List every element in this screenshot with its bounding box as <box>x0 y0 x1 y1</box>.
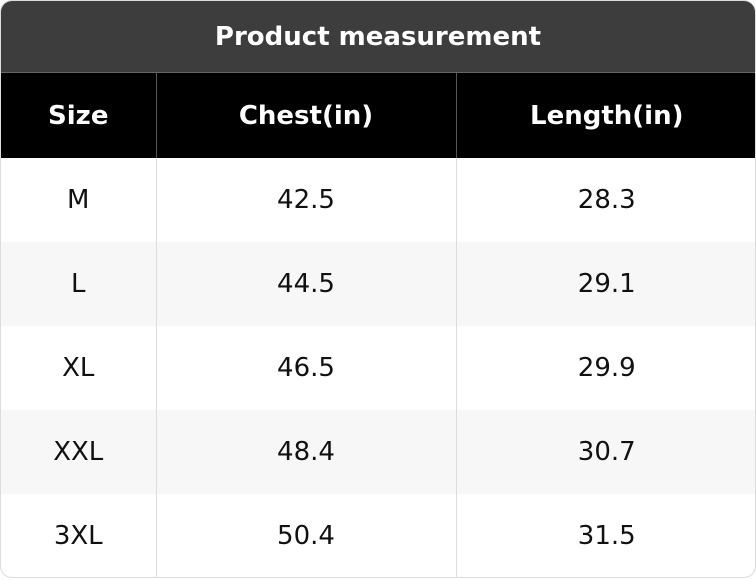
table-title: Product measurement <box>1 1 755 73</box>
table-row: 3XL 50.4 31.5 <box>1 494 755 577</box>
table-cell: 46.5 <box>156 326 457 410</box>
table-cell: L <box>1 242 157 326</box>
table-row: M 42.5 28.3 <box>1 158 755 242</box>
table-cell: XL <box>1 326 157 410</box>
table-cell: 29.1 <box>456 242 755 326</box>
table-cell: XXL <box>1 410 157 494</box>
header-cell: Size <box>1 73 157 158</box>
table-row: L 44.5 29.1 <box>1 242 755 326</box>
table-row: XXL 48.4 30.7 <box>1 410 755 494</box>
header-cell: Length(in) <box>456 73 755 158</box>
table-cell: 3XL <box>1 494 157 577</box>
table-cell: 48.4 <box>156 410 457 494</box>
header-cell: Chest(in) <box>156 73 457 158</box>
table-row: XL 46.5 29.9 <box>1 326 755 410</box>
header-row: Size Chest(in) Length(in) <box>1 73 755 158</box>
table-cell: 30.7 <box>456 410 755 494</box>
table-cell: 44.5 <box>156 242 457 326</box>
table-cell: 50.4 <box>156 494 457 577</box>
table-cell: 31.5 <box>577 521 636 551</box>
table-cell: 42.5 <box>156 158 457 242</box>
table-cell: 28.3 <box>577 185 636 215</box>
table-body: M 42.5 28.3 L 44.5 29.1 XL 46.5 29.9 XXL 48.4 30.7 3… <box>1 158 755 577</box>
table-cell: M <box>1 158 157 242</box>
table-cell: 29.9 <box>577 353 636 383</box>
table: Size Chest(in) Length(in) M 42.5 28.3 L 44.5 29… <box>1 73 755 577</box>
